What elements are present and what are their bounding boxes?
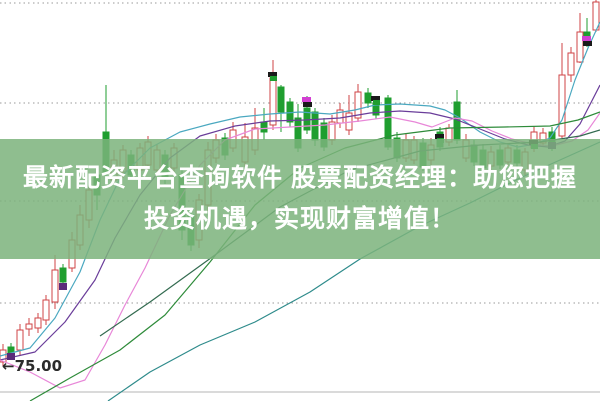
candle-down	[260, 121, 268, 133]
candle-down	[59, 267, 67, 283]
candle-up	[51, 269, 59, 303]
signal-marker-black	[583, 41, 592, 46]
candle-up	[558, 74, 566, 137]
candle-up	[16, 329, 24, 351]
signal-marker-black	[303, 102, 312, 107]
signal-marker-purple	[59, 283, 67, 290]
candle-up	[34, 317, 42, 329]
signal-marker-green	[373, 100, 380, 105]
banner-title-line-2: 投资机遇，实现财富增值！	[143, 205, 456, 233]
candle-up	[0, 349, 7, 363]
candle-up	[25, 323, 33, 330]
promo-banner-overlay: 最新配资平台查询软件 股票配资经理：助您把握 投资机遇，实现财富增值！	[0, 139, 600, 259]
candle-up	[576, 31, 584, 63]
candle-down	[364, 92, 372, 104]
signal-marker-magenta	[582, 36, 591, 41]
candle-up	[354, 91, 362, 119]
banner-title-line-1: 最新配资平台查询软件 股票配资经理：助您把握	[23, 164, 577, 192]
signal-marker-black	[371, 96, 380, 101]
signal-marker-purple	[7, 353, 15, 360]
candle-up	[42, 299, 50, 321]
candle-down	[303, 107, 311, 131]
candle-up	[269, 77, 277, 126]
signal-marker-black	[268, 72, 277, 77]
price-arrow-label: ←75.00	[2, 357, 63, 375]
candle-down	[277, 86, 285, 113]
signal-marker-green	[270, 76, 277, 81]
signal-marker-magenta	[302, 97, 311, 102]
candle-up	[567, 52, 575, 76]
signal-marker-black	[435, 134, 444, 139]
